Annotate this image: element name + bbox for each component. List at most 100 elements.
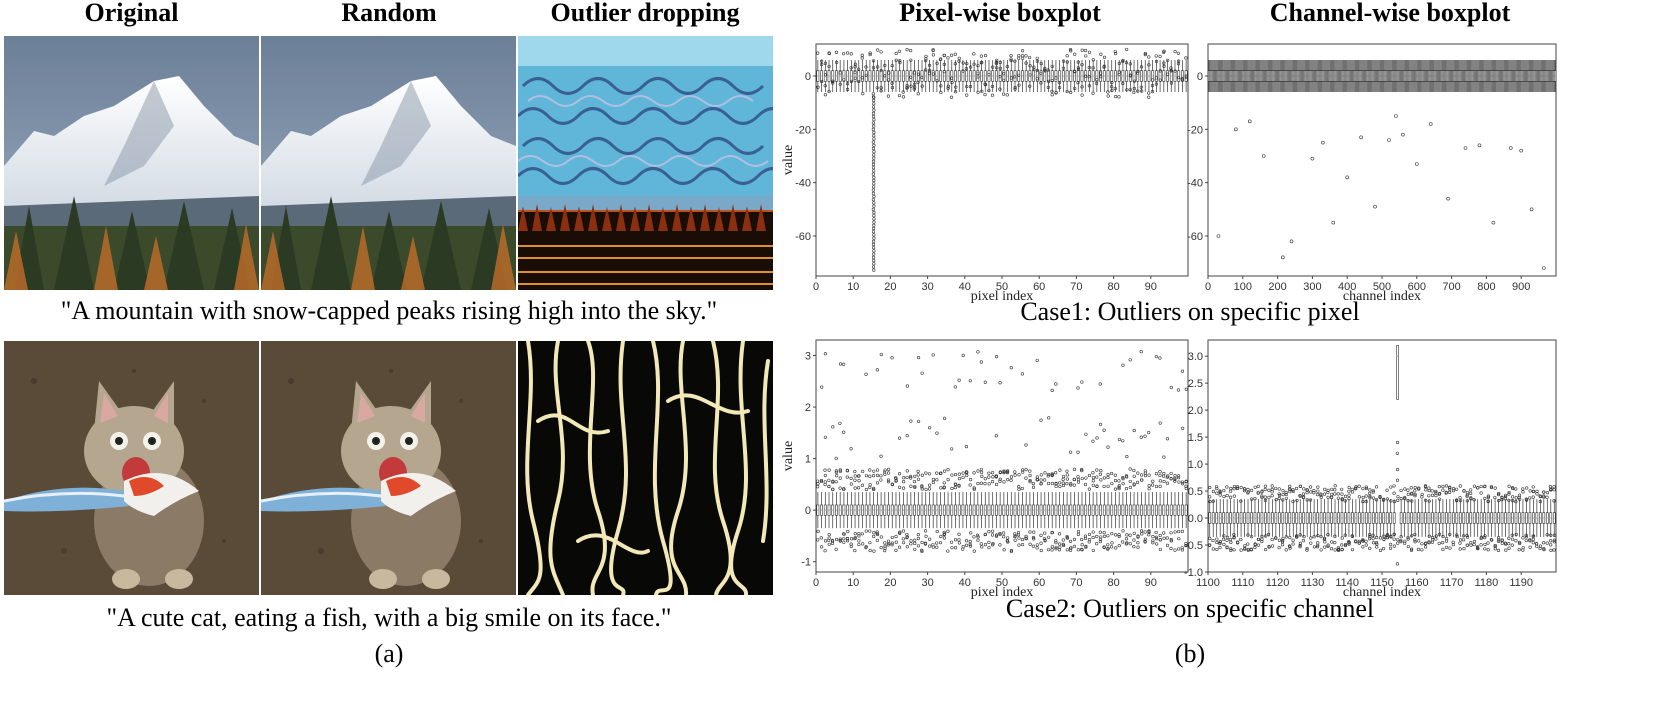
outlier-point <box>931 353 935 357</box>
outlier-point <box>1288 487 1292 491</box>
outlier-point <box>916 80 920 84</box>
outlier-point <box>975 533 980 537</box>
outlier-point <box>1256 484 1260 488</box>
outlier-point <box>1024 468 1028 472</box>
outlier-point <box>1143 53 1147 57</box>
outlier-point <box>1035 77 1039 81</box>
outlier-point <box>924 57 928 61</box>
outlier-point <box>1139 435 1143 439</box>
outlier-point <box>816 485 820 489</box>
outlier-point <box>935 545 939 549</box>
outlier-point <box>1291 488 1295 492</box>
outlier-point <box>1136 541 1140 545</box>
outlier-point <box>1472 498 1476 502</box>
case2-caption: Case2: Outliers on specific channel <box>1005 594 1375 623</box>
outlier-point <box>849 52 853 56</box>
outlier-point <box>1091 483 1095 487</box>
outlier-point <box>1517 548 1521 552</box>
outlier-point <box>1406 488 1410 492</box>
outlier-point <box>1020 537 1025 542</box>
outlier-point <box>1021 56 1025 60</box>
x-tick-label: 1160 <box>1405 577 1429 589</box>
outlier-point <box>1225 538 1229 542</box>
outlier-point <box>1222 537 1226 541</box>
outlier-point <box>1256 543 1261 547</box>
outlier-point <box>834 50 839 54</box>
outlier-point <box>905 433 909 438</box>
outlier-point <box>1176 474 1181 478</box>
outlier-point <box>1368 488 1372 492</box>
outlier-point <box>998 531 1002 536</box>
outlier-point <box>976 538 980 542</box>
outlier-point <box>1361 545 1365 549</box>
outlier-point <box>1545 491 1550 495</box>
outlier-point <box>834 547 838 551</box>
outlier-point <box>1531 541 1535 545</box>
outlier-point <box>1423 485 1428 489</box>
outlier-point <box>1173 477 1177 482</box>
outlier-point <box>935 541 939 545</box>
outlier-point <box>1413 540 1417 544</box>
outlier-point <box>1319 535 1323 539</box>
outlier-point <box>1288 535 1292 540</box>
outlier-point <box>857 534 861 538</box>
outlier-point <box>1511 495 1515 499</box>
outlier-point <box>1080 380 1084 384</box>
x-tick-label: 1140 <box>1335 577 1359 589</box>
outlier-point <box>868 483 872 487</box>
outlier-point <box>1389 535 1393 539</box>
outlier-point <box>1039 548 1043 553</box>
outlier-point <box>1371 533 1375 537</box>
outlier-point <box>1028 478 1032 483</box>
outlier-point <box>1054 541 1058 545</box>
outlier-point <box>1444 545 1449 549</box>
outlier-point <box>1343 499 1347 503</box>
outlier-point <box>872 185 876 189</box>
outlier-point <box>1503 494 1508 499</box>
outlier-point <box>1413 486 1417 490</box>
outlier-point <box>1483 547 1487 551</box>
outlier-point <box>1333 534 1337 538</box>
outlier-point <box>1291 499 1295 504</box>
outlier-point <box>1326 488 1330 492</box>
outlier-point <box>879 50 883 54</box>
outlier-point <box>953 52 957 56</box>
outlier-point <box>1357 484 1361 488</box>
outlier-point <box>864 65 868 69</box>
outlier-point <box>1497 499 1501 503</box>
outlier-point <box>953 546 958 550</box>
outlier-point <box>1493 544 1497 549</box>
outlier-point <box>1455 499 1459 503</box>
outlier-point <box>871 242 876 247</box>
outlier-point <box>1361 500 1365 504</box>
outlier-point <box>845 475 849 479</box>
outlier-point <box>1336 547 1341 551</box>
outlier-point <box>1184 484 1188 488</box>
outlier-point <box>875 473 880 477</box>
outlier-point <box>927 472 932 476</box>
outlier-point <box>1154 354 1158 359</box>
outlier-point <box>1309 490 1313 494</box>
outlier-point <box>1098 472 1102 476</box>
cat-random-image <box>261 341 516 595</box>
outlier-point <box>871 172 875 176</box>
outlier-point <box>1430 493 1435 497</box>
outlier-point <box>1136 69 1140 73</box>
outlier-point <box>1080 93 1084 97</box>
outlier-point <box>1326 543 1330 547</box>
outlier-point <box>901 90 905 94</box>
outlier-point <box>872 108 876 112</box>
x-tick-label: 700 <box>1442 281 1460 293</box>
outlier-point <box>820 385 824 389</box>
mountain-original-image <box>4 36 259 290</box>
outlier-point <box>1374 485 1379 489</box>
outlier-point <box>1448 485 1452 489</box>
outlier-point <box>994 533 999 537</box>
outlier-point <box>1354 539 1358 543</box>
outlier-point <box>1106 484 1110 488</box>
outlier-point <box>1469 497 1473 501</box>
outlier-point <box>1330 487 1334 491</box>
outlier-point <box>987 545 991 550</box>
outlier-point <box>1150 89 1155 94</box>
outlier-point <box>1399 535 1403 539</box>
